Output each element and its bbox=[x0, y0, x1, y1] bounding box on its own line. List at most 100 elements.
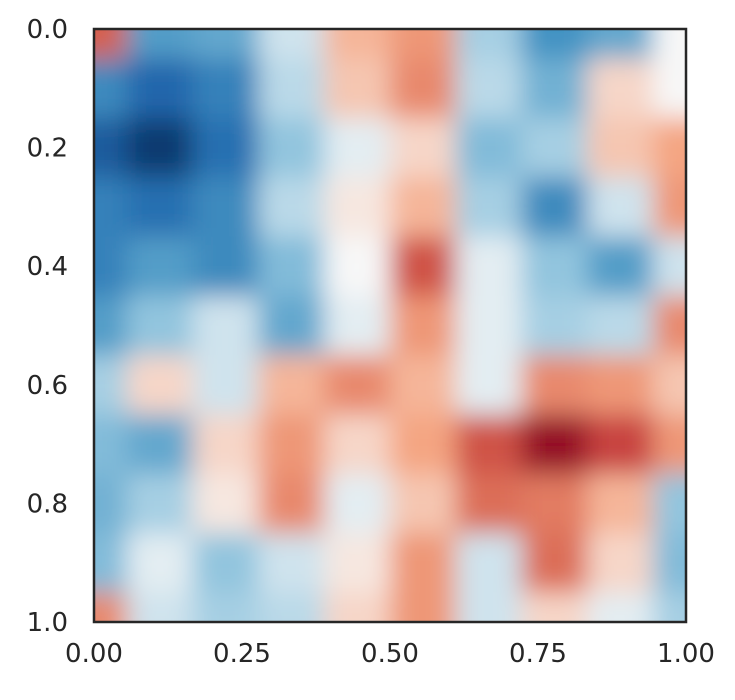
heatmap-cell bbox=[126, 355, 194, 416]
heatmap-cell bbox=[653, 117, 686, 179]
heatmap-cell bbox=[390, 58, 457, 119]
heatmap-cell bbox=[521, 117, 589, 179]
heatmap-cell bbox=[324, 29, 391, 60]
heatmap-cell bbox=[94, 58, 128, 119]
heatmap-cell bbox=[455, 295, 523, 357]
heatmap-cell bbox=[521, 177, 589, 238]
heatmap-cell bbox=[258, 295, 326, 357]
heatmap-cell bbox=[94, 236, 128, 297]
heatmap-cell bbox=[587, 414, 655, 475]
heatmap-cell bbox=[258, 117, 326, 179]
heatmap-cell bbox=[587, 236, 655, 297]
heatmap-cell bbox=[653, 592, 686, 622]
heatmap-cell bbox=[258, 29, 326, 60]
heatmap-cell bbox=[521, 236, 589, 297]
heatmap-cell bbox=[455, 177, 523, 238]
heatmap-cell bbox=[94, 177, 128, 238]
heatmap-cell bbox=[126, 29, 194, 60]
heatmap-cell bbox=[455, 533, 523, 594]
heatmap-cell bbox=[324, 473, 391, 535]
heatmap-cell bbox=[126, 177, 194, 238]
heatmap-cell bbox=[94, 533, 128, 594]
heatmap-cell bbox=[192, 177, 260, 238]
heatmap-cell bbox=[324, 533, 391, 594]
heatmap-cell bbox=[192, 355, 260, 416]
heatmap-cell bbox=[126, 473, 194, 535]
heatmap-cell bbox=[258, 58, 326, 119]
heatmap-cell bbox=[521, 355, 589, 416]
heatmap-cell bbox=[258, 236, 326, 297]
heatmap-cell bbox=[258, 533, 326, 594]
heatmap-cell bbox=[521, 473, 589, 535]
plot-frame bbox=[92, 27, 688, 624]
heatmap-cell bbox=[587, 295, 655, 357]
heatmap-cell bbox=[455, 236, 523, 297]
heatmap-cell bbox=[94, 592, 128, 622]
heatmap-cell bbox=[192, 29, 260, 60]
x-tick-label: 0.75 bbox=[509, 639, 567, 669]
heatmap-cell bbox=[653, 58, 686, 119]
heatmap-cell bbox=[126, 414, 194, 475]
y-axis-ticks: 0.0 0.2 0.4 0.6 0.8 1.0 bbox=[27, 15, 68, 638]
y-tick-label: 0.0 bbox=[27, 15, 68, 45]
heatmap-cell bbox=[94, 295, 128, 357]
heatmap-cell bbox=[390, 236, 457, 297]
heatmap-cell bbox=[94, 473, 128, 535]
heatmap-cell bbox=[653, 473, 686, 535]
heatmap-cell bbox=[521, 592, 589, 622]
heatmap-cell bbox=[192, 414, 260, 475]
heatmap-cell bbox=[455, 355, 523, 416]
x-tick-label: 0.00 bbox=[65, 639, 123, 669]
heatmap-cell bbox=[390, 29, 457, 60]
heatmap-cell bbox=[587, 473, 655, 535]
heatmap-cell bbox=[126, 58, 194, 119]
heatmap-cell bbox=[653, 355, 686, 416]
heatmap-cell bbox=[324, 117, 391, 179]
heatmap-cell bbox=[126, 592, 194, 622]
heatmap-cell bbox=[126, 533, 194, 594]
y-tick-label: 1.0 bbox=[27, 608, 68, 638]
heatmap-cell bbox=[390, 177, 457, 238]
heatmap-cell bbox=[94, 117, 128, 179]
heatmap-cell bbox=[653, 177, 686, 238]
heatmap-cell bbox=[390, 295, 457, 357]
heatmap-cell bbox=[587, 29, 655, 60]
heatmap-cell bbox=[258, 414, 326, 475]
heatmap-cell bbox=[390, 533, 457, 594]
y-tick-label: 0.2 bbox=[27, 134, 68, 164]
heatmap-cell bbox=[653, 414, 686, 475]
heatmap-cell bbox=[455, 29, 523, 60]
heatmap-cell bbox=[192, 295, 260, 357]
heatmap-cell bbox=[587, 117, 655, 179]
heatmap-cell bbox=[192, 533, 260, 594]
heatmap-cell bbox=[521, 414, 589, 475]
heatmap-cell bbox=[126, 117, 194, 179]
x-axis-ticks: 0.00 0.25 0.50 0.75 1.00 bbox=[65, 639, 715, 669]
heatmap-cell bbox=[390, 592, 457, 622]
heatmap-cell bbox=[653, 295, 686, 357]
heatmap-cell bbox=[587, 592, 655, 622]
heatmap-cell bbox=[324, 177, 391, 238]
heatmap-cell bbox=[192, 58, 260, 119]
heatmap-cell bbox=[390, 355, 457, 416]
heatmap-cell bbox=[258, 355, 326, 416]
x-tick-label: 0.50 bbox=[361, 639, 419, 669]
x-tick-label: 1.00 bbox=[657, 639, 715, 669]
heatmap-cell bbox=[324, 58, 391, 119]
heatmap-cell bbox=[94, 355, 128, 416]
heatmap-cell bbox=[455, 414, 523, 475]
heatmap-cell bbox=[390, 473, 457, 535]
heatmap-cell bbox=[258, 473, 326, 535]
heatmap-cell bbox=[390, 117, 457, 179]
heatmap-cell bbox=[455, 117, 523, 179]
heatmap-cell bbox=[126, 295, 194, 357]
heatmap-cell bbox=[192, 117, 260, 179]
heatmap-cell bbox=[94, 414, 128, 475]
heatmap-cell bbox=[324, 592, 391, 622]
heatmap-cell bbox=[94, 29, 128, 60]
heatmap-cell bbox=[324, 355, 391, 416]
heatmap-cell bbox=[324, 295, 391, 357]
heatmap-cell bbox=[587, 355, 655, 416]
heatmap-cell bbox=[324, 236, 391, 297]
heatmap-cell bbox=[455, 592, 523, 622]
